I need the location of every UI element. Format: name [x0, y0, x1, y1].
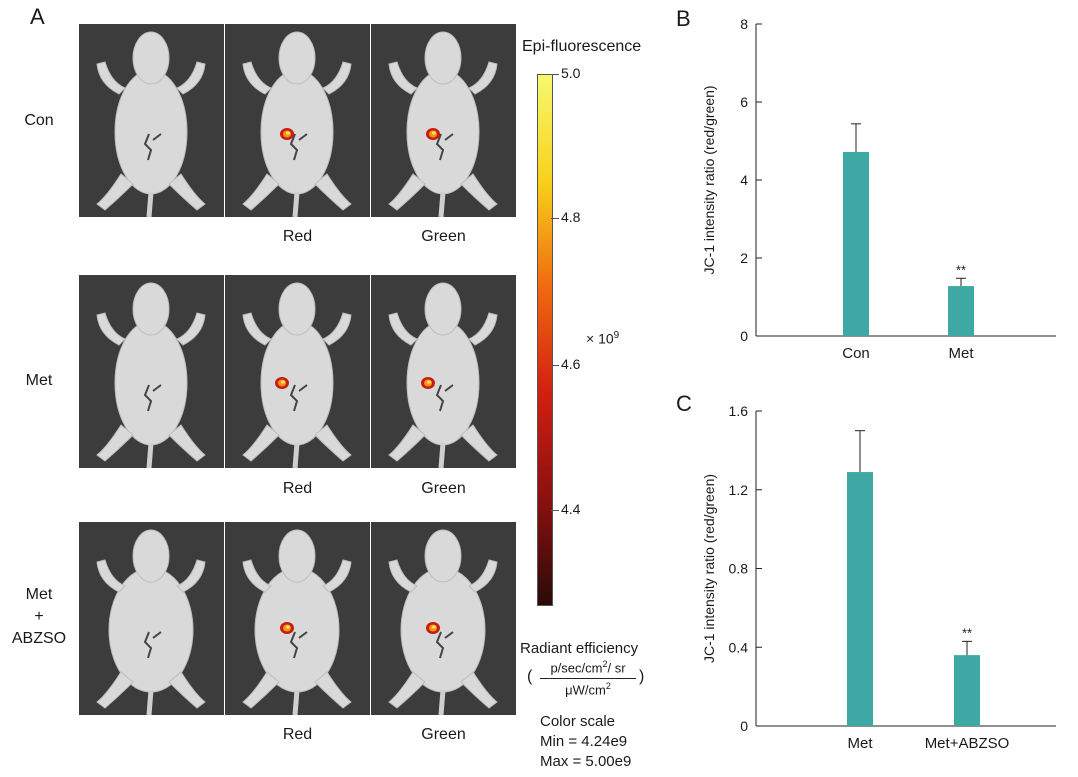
color-bar-tick	[551, 218, 559, 219]
bar	[847, 472, 873, 726]
mouse-silhouette	[96, 282, 206, 468]
x-category-label: Met	[847, 735, 873, 752]
y-tick-label: 1.6	[729, 403, 749, 419]
color-bar-tick-label: 5.0	[561, 65, 581, 81]
row-label-line: +	[34, 608, 44, 625]
mouse-image	[79, 24, 224, 217]
column-label-red: Red	[282, 228, 313, 245]
unit-close-paren: )	[639, 668, 645, 685]
row-label-met: Met	[4, 370, 74, 392]
color-bar-tick	[551, 510, 559, 511]
multiplier-base: × 10	[586, 330, 614, 347]
mouse-silhouette	[96, 529, 206, 715]
unit-denominator-sup: 2	[605, 681, 611, 691]
unit-numerator: p/sec/cm2/ sr	[540, 659, 636, 675]
fluorescence-hotspot	[280, 622, 294, 634]
multiplier-exponent: 9	[613, 330, 620, 341]
y-tick-label: 1.2	[729, 482, 749, 498]
color-bar-multiplier: × 109	[586, 330, 619, 347]
column-label-green: Green	[421, 228, 466, 245]
y-tick-label: 8	[740, 16, 748, 32]
row-label-line: Met	[25, 372, 53, 389]
fluorescence-hotspot	[275, 377, 289, 389]
unit-numerator-text: p/sec/cm	[550, 660, 603, 676]
x-category-label: Con	[842, 345, 870, 362]
unit-open-paren: (	[527, 668, 533, 685]
fluorescence-hotspot	[426, 128, 440, 140]
color-bar	[537, 74, 553, 606]
column-label-green: Green	[421, 480, 466, 497]
y-tick-label: 0	[740, 718, 748, 734]
color-bar-tick	[551, 74, 559, 75]
panel-a-letter: A	[30, 4, 45, 29]
y-tick-label: 4	[740, 172, 748, 188]
unit-fraction-line	[540, 678, 636, 679]
mouse-image	[225, 24, 370, 217]
bar	[948, 286, 974, 336]
radiant-efficiency-label: Radiant efficiency	[520, 640, 639, 657]
bar	[843, 151, 869, 336]
mouse-image	[79, 275, 224, 468]
fluorescence-hotspot	[280, 128, 294, 140]
mouse-image	[371, 275, 516, 468]
mouse-image	[225, 275, 370, 468]
color-bar-title: Epi-fluorescence	[522, 38, 642, 55]
color-scale-min: Min = 4.24e9	[540, 733, 628, 750]
color-bar-tick-label: 4.4	[561, 501, 581, 517]
y-tick-label: 0.4	[729, 639, 749, 655]
chart-b: 0 2 4 6 8 JC-1 intensity ratio (red/green) Con…	[701, 16, 1056, 362]
row-label-line: ABZSO	[11, 630, 67, 647]
panel-b-letter: B	[676, 6, 691, 31]
mouse-silhouette	[388, 529, 498, 715]
x-category-label: Met	[948, 345, 974, 362]
bar	[954, 655, 980, 726]
column-label-red: Red	[282, 726, 313, 743]
mouse-silhouette	[388, 282, 498, 468]
unit-numerator-sup: 2	[602, 659, 608, 669]
row-label-line: Con	[24, 112, 54, 129]
y-tick-label: 0.8	[729, 561, 749, 577]
mouse-image	[371, 522, 516, 715]
mouse-silhouette	[96, 31, 206, 217]
x-category-label: Met+ABZSO	[925, 735, 1010, 752]
y-tick-label: 6	[740, 94, 748, 110]
row-label-con: Con	[4, 110, 74, 132]
mouse-image	[79, 522, 224, 715]
unit-denominator-text: μW/cm	[565, 682, 606, 698]
mouse-image	[225, 522, 370, 715]
column-label-red: Red	[282, 480, 313, 497]
color-scale-title: Color scale	[540, 713, 616, 730]
mouse-image	[371, 24, 516, 217]
unit-numerator-text: / sr	[607, 660, 626, 676]
mouse-silhouette	[388, 31, 498, 217]
y-tick-label: 0	[740, 328, 748, 344]
color-bar-tick	[551, 365, 559, 366]
chart-c: 0 0.4 0.8 1.2 1.6 JC-1 intensity ratio (red/g…	[701, 403, 1056, 752]
y-tick-label: 2	[740, 250, 748, 266]
column-label-green: Green	[421, 726, 466, 743]
y-axis-label: JC-1 intensity ratio (red/green)	[701, 474, 717, 663]
significance-marker: **	[962, 625, 972, 640]
panel-c-letter: C	[676, 391, 692, 416]
unit-denominator: μW/cm2	[540, 681, 636, 697]
color-scale-max: Max = 5.00e9	[540, 753, 632, 770]
mouse-silhouette	[242, 31, 352, 217]
row-label-met-abzso: Met + ABZSO	[4, 584, 74, 650]
color-bar-tick-label: 4.6	[561, 356, 581, 372]
row-label-line: Met	[25, 586, 53, 603]
color-bar-tick-label: 4.8	[561, 209, 581, 225]
mouse-silhouette	[242, 282, 352, 468]
significance-marker: **	[956, 262, 966, 277]
mouse-silhouette	[242, 529, 352, 715]
color-scale-block: Color scale Min = 4.24e9 Max = 5.00e9	[540, 712, 631, 772]
fluorescence-hotspot	[426, 622, 440, 634]
y-axis-label: JC-1 intensity ratio (red/green)	[701, 85, 717, 274]
fluorescence-hotspot	[421, 377, 435, 389]
